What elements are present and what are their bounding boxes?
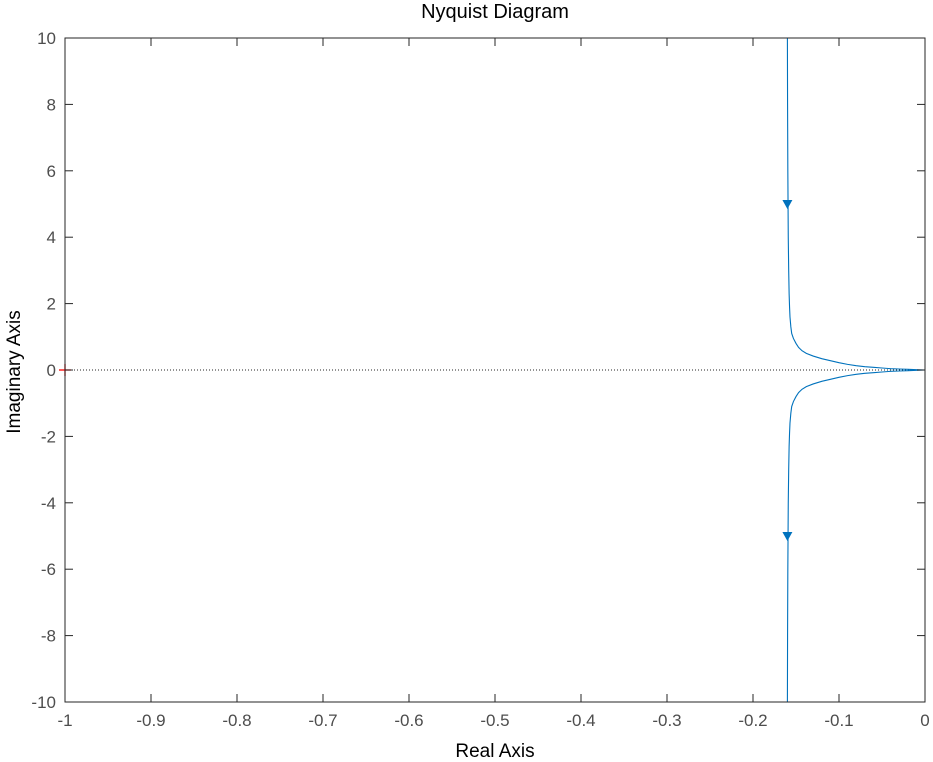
y-tick-label: -10	[31, 693, 56, 712]
nyquist-curve-lower	[786, 369, 926, 703]
y-tick-label: -8	[41, 627, 56, 646]
x-tick-label: -0.1	[824, 711, 853, 730]
y-tick-label: 8	[47, 95, 56, 114]
x-tick-label: -0.5	[480, 711, 509, 730]
x-tick-label: -0.2	[738, 711, 767, 730]
direction-arrow-1	[782, 200, 793, 209]
series-layer	[786, 37, 926, 703]
y-tick-label: 2	[47, 295, 56, 314]
y-tick-label: -4	[41, 494, 56, 513]
x-tick-label: -1	[57, 711, 72, 730]
direction-arrow-2	[782, 532, 793, 541]
x-axis-label: Real Axis	[455, 741, 534, 762]
x-tick-label: -0.6	[394, 711, 423, 730]
x-tick-label: -0.3	[652, 711, 681, 730]
y-tick-label: -2	[41, 427, 56, 446]
y-tick-label: 4	[47, 228, 56, 247]
arrow-layer	[782, 200, 793, 541]
x-tick-label: -0.7	[308, 711, 337, 730]
x-ticks: -1 -0.9 -0.8 -0.7 -0.6 -0.5 -0.4 -0.3 -0.2 -0.1 0	[57, 38, 930, 730]
x-tick-label: 0	[920, 711, 929, 730]
x-tick-label: -0.8	[222, 711, 251, 730]
y-axis-label: Imaginary Axis	[4, 310, 25, 434]
y-tick-label: 0	[47, 361, 56, 380]
y-tick-label: -6	[41, 560, 56, 579]
y-tick-label: 10	[37, 29, 56, 48]
x-tick-label: -0.4	[566, 711, 595, 730]
y-tick-label: 6	[47, 162, 56, 181]
chart-title: Nyquist Diagram	[421, 1, 569, 23]
x-tick-label: -0.9	[136, 711, 165, 730]
y-ticks: -10 -8 -6 -4 -2 0 2 4 6 8 10	[31, 29, 925, 712]
nyquist-curve-upper	[786, 37, 926, 371]
